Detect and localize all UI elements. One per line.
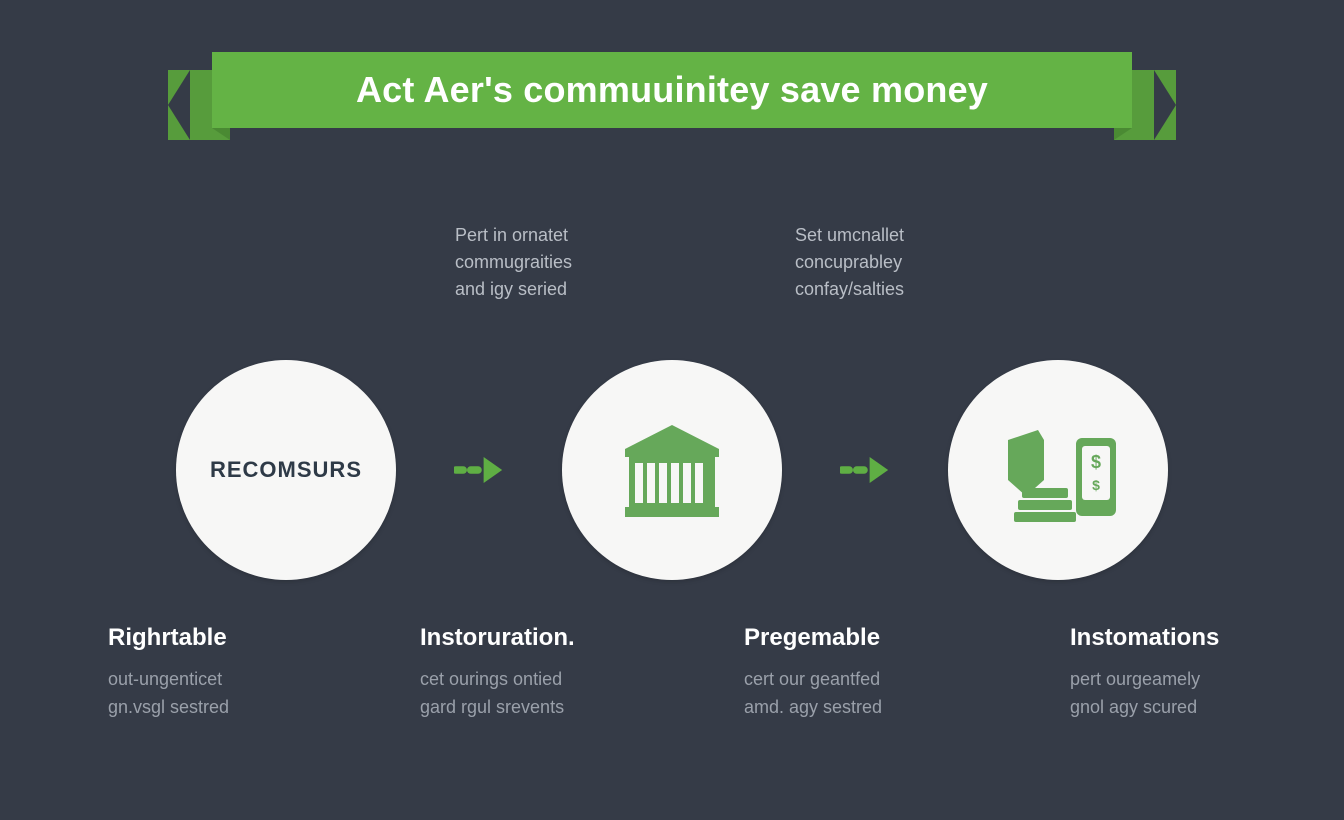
- circle-1-label: RECOMSURS: [210, 457, 362, 483]
- bottom-title-1: Righrtable: [108, 624, 368, 652]
- process-row: RECOMSURS: [0, 360, 1344, 580]
- ribbon-fold-left: [212, 128, 230, 140]
- caption-2-line2: concuprabley: [795, 252, 902, 272]
- bottom-item-4: Instomations pert ourgeamely gnol agy sc…: [1070, 624, 1330, 722]
- bottom-title-3: Pregemable: [744, 624, 1004, 652]
- arrow-1: [454, 453, 504, 487]
- ribbon-body: Act Aer's commuuinitey save money: [212, 52, 1132, 128]
- bottom-desc-2: cet ourings ontied gard rgul srevents: [420, 666, 680, 722]
- arrow-right-icon: [454, 453, 504, 487]
- svg-text:$: $: [1092, 477, 1100, 493]
- arrow-right-icon: [840, 453, 890, 487]
- bottom-title-4: Instomations: [1070, 624, 1330, 652]
- caption-1-line2: commugraities: [455, 252, 572, 272]
- svg-text:$: $: [1091, 452, 1101, 472]
- bottom-item-3: Pregemable cert our geantfed amd. agy se…: [744, 624, 1004, 722]
- caption-2-line1: Set umcnallet: [795, 225, 904, 245]
- ribbon-fold-right: [1114, 128, 1132, 140]
- bottom-desc-4: pert ourgeamely gnol agy scured: [1070, 666, 1330, 722]
- bottom-title-2: Instoruration.: [420, 624, 680, 652]
- circle-2: [562, 360, 782, 580]
- bottom-item-1: Righrtable out-ungenticet gn.vsgl sestre…: [108, 624, 368, 722]
- circle-1: RECOMSURS: [176, 360, 396, 580]
- building-icon: [607, 415, 737, 525]
- caption-2: Set umcnallet concuprabley confay/saltie…: [795, 222, 904, 303]
- bottom-item-2: Instoruration. cet ourings ontied gard r…: [420, 624, 680, 722]
- caption-2-line3: confay/salties: [795, 279, 904, 299]
- caption-1-line3: and igy seried: [455, 279, 567, 299]
- bottom-desc-3: cert our geantfed amd. agy sestred: [744, 666, 1004, 722]
- title-ribbon: Act Aer's commuuinitey save money: [212, 52, 1132, 128]
- caption-1-line1: Pert in ornatet: [455, 225, 568, 245]
- svg-text:$: $: [1058, 437, 1067, 454]
- banner-title: Act Aer's commuuinitey save money: [356, 69, 988, 111]
- bottom-desc-1: out-ungenticet gn.vsgl sestred: [108, 666, 368, 722]
- caption-1: Pert in ornatet commugraities and igy se…: [455, 222, 572, 303]
- money-icon: $ $ $: [988, 410, 1128, 530]
- arrow-2: [840, 453, 890, 487]
- circle-3: $ $ $: [948, 360, 1168, 580]
